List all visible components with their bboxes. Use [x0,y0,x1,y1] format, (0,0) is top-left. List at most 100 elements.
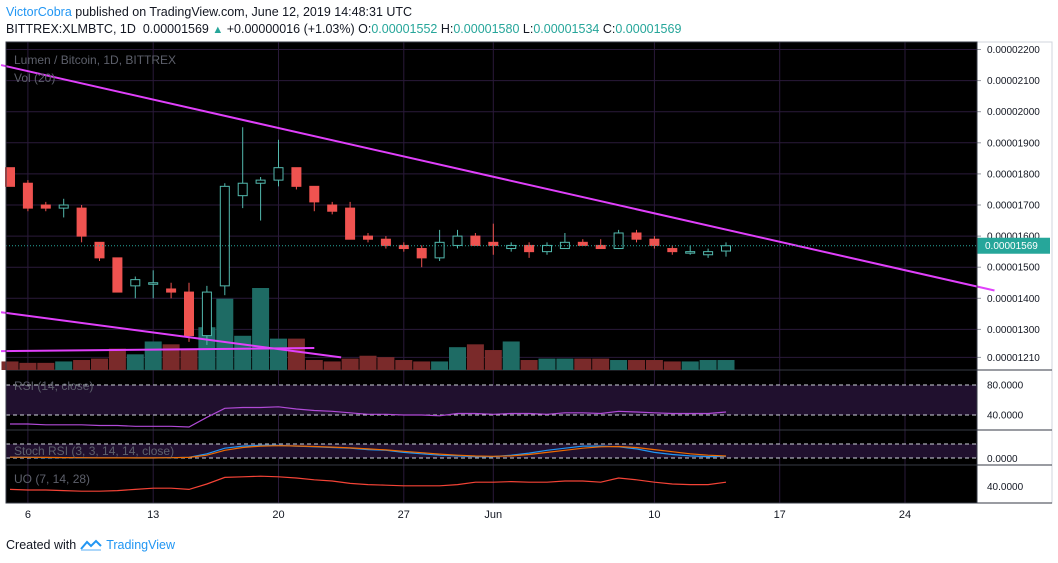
volume-bar [395,360,413,370]
candle-body [667,248,678,253]
volume-bar [663,361,681,370]
volume-bar [699,360,717,370]
candle-body [40,204,51,209]
volume-bar [520,360,538,370]
volume-bar [359,355,377,370]
stoch-level-label: 0.0000 [987,454,1018,465]
candle-body [201,291,212,337]
close-value: 0.00001569 [615,22,682,36]
candle-body [380,238,391,246]
price-tick-label: 0.00001800 [987,169,1040,180]
volume-bar [126,354,144,370]
volume-bar [449,347,466,370]
volume-bar [592,358,610,370]
volume-bar [538,358,556,370]
candle-body [309,185,320,203]
candle-body [184,291,194,337]
volume-bar [216,298,234,370]
candle-body [219,185,230,287]
volume-bar [19,362,37,370]
chart-frame [5,41,978,504]
volume-bar [574,358,592,370]
volume-bar [466,344,484,370]
chart-header-line2: BITTREX:XLMBTC, 1D 0.00001569 ▲ +0.00000… [6,22,681,36]
candle-body [148,282,159,285]
x-tick-label: 24 [899,509,911,521]
candle-body [703,251,714,256]
chart-header-line1: VictorCobra published on TradingView.com… [6,5,412,19]
volume-bar [252,288,270,370]
volume-bar [180,350,198,370]
volume-bar [55,361,73,370]
rsi-level-label: 80.0000 [987,381,1024,392]
x-tick-label: 20 [272,509,284,521]
volume-bar [502,341,520,370]
candle-body [22,182,33,209]
price-tick-label: 0.00002100 [987,76,1040,87]
volume-bar [645,360,663,370]
arrow-up-icon: ▲ [212,24,224,36]
candle-body [291,167,302,187]
candle-body [721,245,731,252]
volume-bar [717,360,735,370]
volume-bar [305,360,323,370]
chart-title: Lumen / Bitcoin, 1D, BITTREX [14,53,176,67]
last-price-label-bg [977,237,1050,254]
last-price: 0.00001569 [142,22,209,36]
volume-label: Vol (20) [14,71,55,85]
candle-body [685,251,696,254]
volume-bar [91,358,108,370]
price-tick-label: 0.00002200 [987,45,1040,56]
open-value: 0.00001552 [371,22,438,36]
candle-body [649,238,660,246]
x-tick-label: 13 [147,509,159,521]
trendline [1,347,315,353]
rsi-band [6,385,977,415]
volume-bar [144,341,162,370]
candle-body [524,244,535,253]
uo-line [9,475,727,492]
published-text: published on TradingView.com, June 12, 2… [75,5,413,19]
price-tick-label: 0.00002000 [987,107,1040,118]
volume-bar [610,360,628,370]
rsi-level-label: 40.0000 [987,411,1024,422]
price-pane-bg [6,42,977,370]
x-tick-label: 10 [648,509,660,521]
uo-label: UO (7, 14, 28) [14,472,90,486]
volume-bar [323,361,341,370]
volume-bar [270,338,287,370]
footer: Created with TradingView [6,538,175,552]
volume-bar [73,360,91,370]
volume-bar [628,360,645,370]
symbol-label: BITTREX:XLMBTC, 1D [6,22,136,36]
price-tick-label: 0.00001300 [987,325,1040,336]
volume-bar [484,350,502,370]
candle-body [112,257,123,293]
candle-body [577,241,588,246]
tradingview-brand-link[interactable]: TradingView [106,538,175,552]
trendline [0,311,342,359]
candle-body [363,235,373,240]
stoch-label: Stoch RSI (3, 3, 14, 14, close) [14,444,174,458]
candle-body [237,182,248,197]
price-tick-label: 0.00001500 [987,263,1040,274]
author-link[interactable]: VictorCobra [6,5,72,19]
candle-body [613,232,624,250]
price-tick-label: 0.00001700 [987,201,1040,212]
candle-body [130,279,141,287]
volume-bar [413,361,431,370]
price-tick-label: 0.00001600 [987,232,1040,243]
volume-bar [1,361,19,370]
volume-bar [234,335,252,370]
candle-body [255,179,266,184]
candle-body [273,167,284,181]
x-tick-label: 27 [398,509,410,521]
open-label: O: [358,22,372,36]
candle-body [470,235,481,246]
volume-bar [162,344,180,370]
rsi-label: RSI (14, close) [14,379,93,393]
low-label: L: [522,22,534,36]
volume-bar [108,348,126,370]
volume-bar [431,361,449,370]
